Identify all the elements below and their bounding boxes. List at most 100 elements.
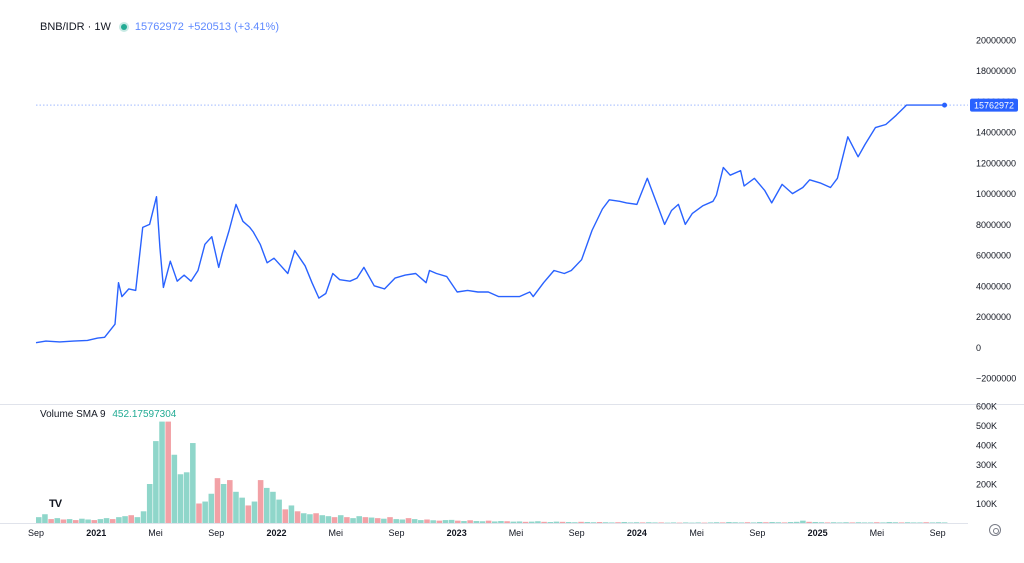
- tradingview-logo-icon[interactable]: TV: [42, 494, 68, 514]
- time-tick-label: Mei: [148, 528, 163, 538]
- volume-bar: [411, 519, 418, 523]
- volume-bar: [609, 522, 615, 523]
- volume-bar: [319, 515, 326, 523]
- volume-bar: [122, 516, 128, 523]
- volume-bar: [633, 522, 640, 523]
- volume-bar: [664, 522, 671, 524]
- volume-bar: [498, 521, 504, 523]
- volume-bar: [886, 522, 892, 523]
- legend-price: 15762972: [134, 21, 184, 33]
- volume-bar: [79, 518, 85, 523]
- volume-bar: [257, 480, 264, 523]
- price-tick-label: 4000000: [976, 281, 1011, 291]
- volume-bar: [300, 513, 307, 523]
- volume-value: 452.17597304: [112, 409, 177, 420]
- price-tick-label: 12000000: [976, 158, 1016, 168]
- volume-bar: [553, 521, 560, 523]
- volume-bar: [381, 518, 387, 523]
- time-tick-label: Mei: [689, 528, 704, 538]
- volume-bar: [855, 522, 862, 523]
- volume-bar: [670, 522, 677, 523]
- volume-bar: [264, 487, 270, 523]
- volume-bar: [436, 520, 443, 523]
- volume-bar: [387, 517, 393, 523]
- price-tick-label: 2000000: [976, 312, 1011, 322]
- volume-bar: [313, 513, 319, 523]
- symbol-label[interactable]: BNB/IDR · 1W: [40, 21, 111, 33]
- volume-bar: [356, 516, 362, 523]
- volume-bar: [621, 522, 627, 523]
- time-tick-label: 2021: [86, 528, 106, 538]
- market-status-icon: [120, 24, 127, 30]
- volume-label[interactable]: Volume SMA 9: [40, 409, 106, 420]
- volume-bar: [837, 522, 843, 523]
- volume-bar: [701, 522, 708, 524]
- volume-bar: [830, 522, 837, 523]
- volume-bar: [276, 499, 282, 523]
- volume-bar: [48, 519, 54, 523]
- volume-bar: [134, 517, 141, 523]
- volume-bar: [455, 520, 461, 523]
- volume-tick-label: 200K: [976, 480, 997, 490]
- volume-bar: [492, 521, 498, 523]
- volume-bar: [159, 421, 165, 523]
- volume-bar: [307, 514, 313, 523]
- volume-bar: [214, 478, 221, 523]
- time-tick-label: Sep: [28, 528, 44, 538]
- volume-bar: [202, 501, 208, 523]
- volume-bar: [128, 515, 134, 523]
- volume-legend: Volume SMA 9 452.17597304: [40, 409, 176, 420]
- volume-tick-label: 100K: [976, 499, 997, 509]
- volume-bar: [615, 522, 621, 523]
- volume-bar: [843, 522, 849, 523]
- volume-bar: [393, 519, 399, 523]
- volume-bar: [547, 522, 554, 523]
- time-tick-label: Sep: [569, 528, 585, 538]
- volume-bar: [867, 522, 874, 523]
- volume-bar: [578, 521, 584, 523]
- volume-bar: [504, 521, 510, 523]
- last-price-badge: [970, 98, 1018, 112]
- volume-bar: [288, 505, 295, 523]
- volume-bar: [923, 522, 929, 523]
- volume-bar: [676, 522, 683, 524]
- volume-bar: [153, 441, 159, 523]
- volume-bar: [818, 522, 825, 523]
- volume-bar: [97, 519, 104, 523]
- volume-bar: [627, 522, 634, 523]
- volume-bar: [430, 520, 436, 523]
- volume-bar: [424, 519, 430, 523]
- volume-bar: [85, 519, 91, 523]
- volume-bar: [892, 522, 899, 523]
- volume-bar: [448, 519, 455, 523]
- gear-icon[interactable]: [989, 524, 1001, 536]
- time-tick-label: Sep: [208, 528, 224, 538]
- chart-legend: BNB/IDR · 1W 15762972 +520513 (+3.41%): [40, 21, 279, 33]
- volume-bar: [769, 522, 775, 523]
- volume-bar: [849, 522, 855, 523]
- volume-bar: [812, 522, 818, 523]
- volume-bar: [171, 454, 178, 523]
- volume-bar: [707, 522, 714, 523]
- last-price-label: 15762972: [974, 101, 1014, 111]
- volume-bar: [362, 517, 369, 523]
- volume-bar: [485, 520, 492, 523]
- volume-bar: [763, 522, 769, 523]
- volume-bar: [652, 522, 658, 523]
- volume-bar: [559, 521, 566, 523]
- volume-bar: [251, 501, 258, 523]
- volume-bar: [60, 519, 67, 523]
- price-tick-label: 0: [976, 343, 981, 353]
- logo-text: TV: [48, 498, 62, 510]
- volume-bar: [510, 521, 517, 523]
- volume-bar: [227, 480, 233, 523]
- volume-bar: [91, 520, 98, 523]
- time-tick-label: 2025: [808, 528, 828, 538]
- volume-bar: [42, 514, 48, 523]
- volume-bar: [775, 522, 782, 523]
- volume-bar: [787, 522, 794, 523]
- price-tick-label: −2000000: [976, 374, 1016, 384]
- time-tick-label: Mei: [509, 528, 524, 538]
- volume-bar: [516, 521, 523, 523]
